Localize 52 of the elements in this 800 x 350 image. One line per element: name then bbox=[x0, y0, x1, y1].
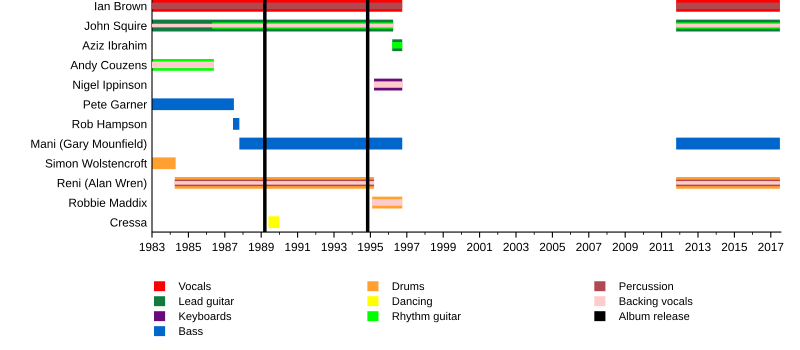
y-tick-label: Aziz Ibrahim bbox=[82, 40, 146, 50]
x-tick-label: 2011 bbox=[649, 242, 674, 252]
legend-label: Lead guitar bbox=[179, 296, 234, 308]
bar bbox=[152, 98, 234, 110]
bar bbox=[372, 199, 402, 206]
y-tick-label: Nigel Ippinson bbox=[73, 80, 146, 92]
legend-label: Percussion bbox=[620, 282, 673, 290]
x-tick-label: 2009 bbox=[612, 242, 638, 252]
legend-label: Keyboards bbox=[179, 312, 232, 322]
x-tick-label: 1989 bbox=[248, 242, 274, 252]
legend-label: Vocals bbox=[178, 282, 211, 290]
x-tick-label: 1985 bbox=[176, 242, 202, 252]
x-tick-label: 2017 bbox=[758, 242, 784, 252]
x-tick-label: 2007 bbox=[576, 242, 602, 252]
bar bbox=[239, 138, 402, 150]
x-tick-label: 2013 bbox=[685, 242, 711, 252]
x-tick-label: 1991 bbox=[285, 242, 310, 252]
bar bbox=[676, 2, 780, 10]
bar bbox=[676, 138, 780, 150]
legend-label: Album release bbox=[618, 312, 690, 320]
bar bbox=[232, 118, 240, 130]
x-tick-label: 1993 bbox=[322, 242, 347, 252]
x-tick-label: 2015 bbox=[722, 242, 748, 252]
x-tick-label: 2001 bbox=[467, 242, 492, 252]
bar bbox=[268, 216, 280, 228]
x-tick-label: 1997 bbox=[394, 242, 420, 252]
y-tick-label: Reni (Alan Wren) bbox=[58, 178, 146, 190]
y-tick-label: Simon Wolstencroft bbox=[46, 158, 148, 168]
x-tick-label: 1999 bbox=[430, 242, 456, 252]
x-tick-label: 1983 bbox=[140, 242, 165, 252]
y-tick-label: Pete Garner bbox=[84, 100, 147, 109]
x-tick-label: 1995 bbox=[358, 242, 384, 252]
legend-label: Dancing bbox=[392, 296, 432, 308]
x-tick-label: 2005 bbox=[540, 242, 566, 252]
y-tick-label: Andy Couzens bbox=[70, 60, 147, 72]
legend-label: Rhythm guitar bbox=[392, 312, 461, 322]
bar bbox=[392, 42, 402, 48]
legend-label: Drums bbox=[392, 282, 424, 290]
y-tick-label: John Squire bbox=[84, 21, 147, 32]
x-tick-label: 1987 bbox=[212, 242, 238, 252]
bar bbox=[152, 62, 214, 68]
legend-label: Backing vocals bbox=[620, 296, 692, 308]
legend-label: Bass bbox=[179, 327, 203, 336]
y-tick-label: Rob Hampson bbox=[72, 120, 146, 131]
y-tick-label: Mani (Gary Mounfield) bbox=[31, 139, 146, 150]
y-tick-label: Robbie Maddix bbox=[69, 198, 148, 207]
y-tick-label: Ian Brown bbox=[95, 2, 146, 10]
y-tick-label: Cressa bbox=[110, 218, 148, 227]
x-tick-label: 2003 bbox=[503, 242, 529, 252]
bar bbox=[374, 81, 402, 88]
bar bbox=[152, 2, 402, 10]
bar bbox=[152, 157, 176, 170]
